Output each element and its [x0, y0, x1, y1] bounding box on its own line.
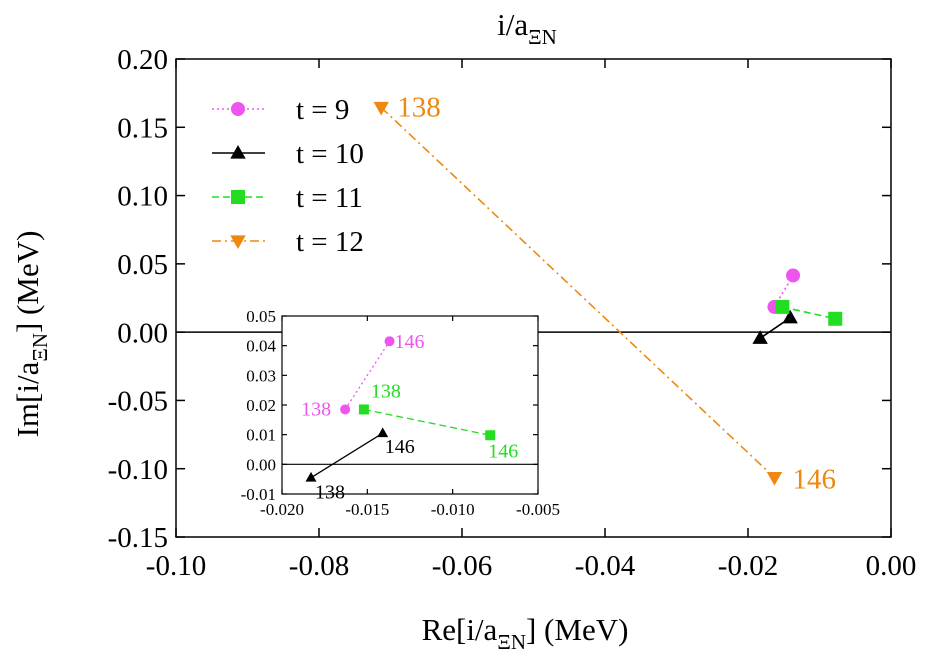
inset-y-tick-label: 0.03: [246, 366, 276, 385]
legend-marker: [230, 144, 246, 159]
inset-point-label: 146: [488, 440, 518, 462]
legend-label: t = 12: [296, 226, 364, 258]
point-label: 146: [792, 464, 836, 496]
inset-y-tick-label: 0.04: [246, 337, 276, 356]
x-tick-label: -0.02: [718, 550, 778, 582]
y-tick-label: -0.10: [108, 454, 168, 486]
legend-label: t = 9: [296, 94, 349, 126]
y-axis-label: Im[i/aΞN] (MeV): [10, 231, 52, 438]
x-axis-label-pre: Re[i/a: [422, 612, 498, 647]
inset-y-tick-label: -0.01: [241, 485, 276, 504]
inset-point: [485, 430, 496, 441]
x-tick-label: -0.06: [432, 550, 492, 582]
inset-x-tick-label: -0.020: [260, 500, 304, 519]
inset-point: [384, 336, 395, 347]
x-tick-label: -0.10: [146, 550, 206, 582]
legend: t = 9 t = 10 t = 11 t = 12: [212, 94, 364, 258]
inset-point-label: 138: [371, 380, 401, 402]
point: [373, 101, 389, 116]
chart-title-sub: ΞN: [528, 25, 557, 49]
point-label: 138: [397, 91, 441, 123]
inset-point: [305, 471, 317, 482]
x-tick-label: 0.00: [866, 550, 917, 582]
inset-point: [358, 404, 369, 415]
y-tick-label: 0.00: [117, 317, 168, 349]
chart-title-main: i/a: [497, 7, 528, 42]
inset-point-label: 146: [395, 331, 425, 353]
y-tick-label: 0.10: [117, 181, 168, 213]
legend-label: t = 10: [296, 138, 364, 170]
y-tick-label: 0.15: [117, 112, 168, 144]
inset-y-tick-label: 0.05: [246, 307, 276, 326]
point: [782, 309, 798, 324]
y-axis-label-sub: ΞN: [28, 333, 52, 362]
series-line: [380, 106, 776, 479]
x-tick-label: -0.04: [575, 550, 636, 582]
inset-y-tick-label: 0.02: [246, 396, 276, 415]
inset-point-label: 138: [301, 398, 331, 420]
inset-series-line: [310, 432, 384, 479]
point: [752, 330, 768, 344]
inset-y-tick-label: 0.00: [246, 455, 276, 474]
inset-y-tick-label: 0.01: [246, 426, 276, 445]
inset-plot: -0.020 -0.015 -0.010 -0.005 -0.01 0.00 0.01 0.0…: [241, 307, 560, 519]
inset-x-tick-label: -0.015: [345, 500, 389, 519]
point: [786, 268, 801, 283]
legend-label: t = 11: [296, 182, 363, 214]
legend-marker: [231, 190, 245, 204]
inset-point: [340, 404, 351, 415]
x-axis-label: Re[i/aΞN] (MeV): [422, 612, 629, 654]
chart-title: i/aΞN: [497, 7, 557, 49]
point: [766, 471, 783, 486]
legend-marker: [230, 235, 246, 250]
point: [775, 299, 790, 314]
x-tick-label: -0.08: [289, 550, 349, 582]
inset-point: [377, 427, 389, 438]
y-tick-label: -0.15: [108, 522, 168, 554]
inset-point-label: 138: [315, 482, 345, 504]
main-plot: -0.10 -0.08 -0.06 -0.04 -0.02 0.00-0.15-0.10-…: [108, 44, 917, 582]
y-axis-label-post: ] (MeV): [10, 231, 45, 333]
y-axis-label-pre: Im[i/a: [10, 361, 45, 437]
inset-x-tick-label: -0.005: [516, 500, 560, 519]
point: [828, 311, 843, 326]
inset-x-tick-label: -0.010: [431, 500, 475, 519]
y-tick-label: 0.20: [117, 44, 168, 76]
x-axis-label-sub: ΞN: [497, 630, 526, 654]
y-tick-label: 0.05: [117, 249, 168, 281]
x-axis-label-post: ] (MeV): [526, 612, 628, 647]
series-line: [782, 306, 836, 320]
inset-point-label: 146: [385, 436, 415, 458]
inset-series-line: [344, 340, 391, 410]
legend-marker: [231, 102, 245, 116]
y-tick-label: -0.05: [108, 386, 168, 418]
